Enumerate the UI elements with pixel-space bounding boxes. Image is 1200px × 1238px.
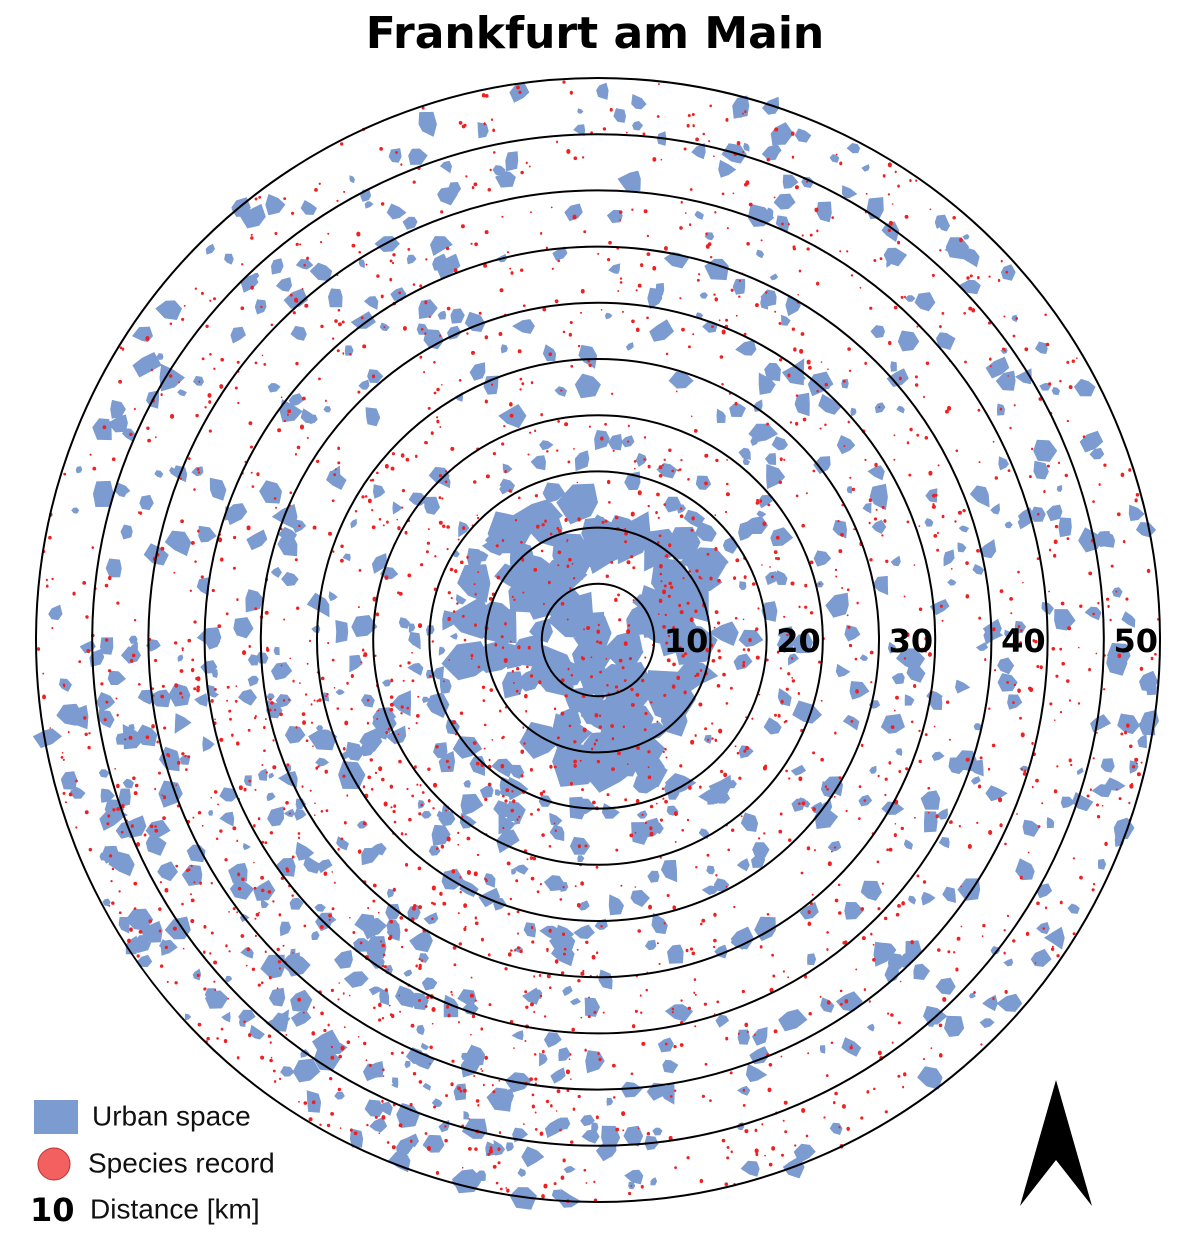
legend-species: Species record xyxy=(88,1147,275,1178)
urban-space xyxy=(32,82,1159,1210)
legend: Urban space Species record 10 Distance [… xyxy=(30,1100,275,1229)
legend-urban: Urban space xyxy=(92,1100,251,1131)
distance-label: 30 xyxy=(889,622,934,660)
distance-label: 40 xyxy=(1001,622,1046,660)
distance-label: 10 xyxy=(664,622,709,660)
map-layers xyxy=(32,80,1160,1210)
distance-ring xyxy=(428,470,768,810)
legend-species-swatch xyxy=(37,1147,71,1181)
north-arrow xyxy=(1020,1080,1092,1206)
legend-distance: Distance [km] xyxy=(90,1193,260,1224)
distance-ring xyxy=(259,301,937,979)
distance-label: 20 xyxy=(776,622,821,660)
map-title: Frankfurt am Main xyxy=(366,8,824,59)
distance-ring xyxy=(484,526,712,754)
distance-ring xyxy=(372,414,824,866)
distance-label: 50 xyxy=(1113,622,1158,660)
distance-ring xyxy=(316,358,880,922)
distance-ring xyxy=(91,133,1105,1147)
distance-ring xyxy=(203,245,993,1035)
species-records xyxy=(37,80,1160,1203)
legend-urban-swatch xyxy=(34,1100,78,1134)
distance-rings: 10 20 30 40 50 xyxy=(35,77,1161,1203)
distance-ring xyxy=(540,582,656,698)
legend-distance-example: 10 xyxy=(30,1191,75,1229)
distance-ring xyxy=(35,77,1161,1203)
distance-ring xyxy=(147,189,1049,1091)
